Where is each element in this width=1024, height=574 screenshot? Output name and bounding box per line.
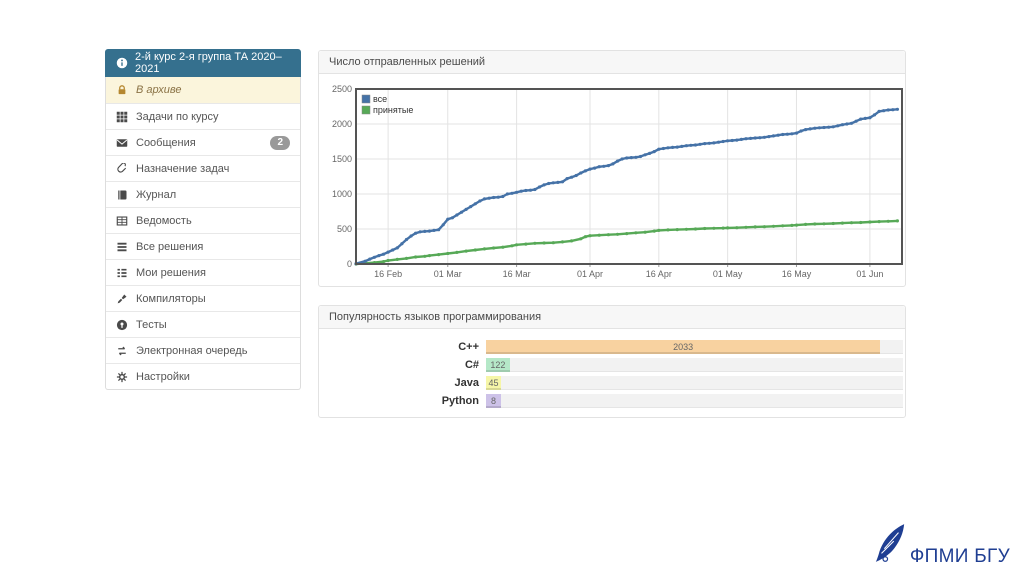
svg-text:16 Mar: 16 Mar [503,269,531,279]
course-sidebar: 2-й курс 2-я группа ТА 2020–2021 В архив… [105,49,301,390]
sidebar-menu: В архиве Задачи по курсу Сообщения 2 Назначе… [105,77,301,390]
sidebar-item-compilers[interactable]: Компиляторы [106,285,300,311]
logo-text: ФПМИ БГУ [909,546,1010,568]
svg-text:принятые: принятые [373,105,413,115]
plot-border [355,88,903,265]
series-line-accepted [354,219,900,266]
sidebar-item-label: Настройки [136,370,190,383]
sidebar-item-journal[interactable]: Журнал [106,181,300,207]
bar-value: 45 [486,376,501,390]
svg-text:01 Jun: 01 Jun [856,269,883,279]
exchange-icon [116,345,128,357]
bar-track: 45 [486,376,903,390]
languages-bar-chart: C++ 2033 C# 122 Java 45 Python 8 [319,329,905,417]
feather-icon [873,523,907,568]
sidebar-item-label: Мои решения [136,266,206,279]
sidebar-item-e-queue[interactable]: Электронная очередь [106,337,300,363]
marker-circle-icon [116,319,128,331]
chart-grid [356,88,902,264]
bar-track: 122 [486,358,903,372]
bar-category-label: C# [464,359,479,371]
bar-value: 2033 [486,340,881,354]
lock-icon [116,84,128,96]
list-alt-icon [116,267,128,279]
bar-row: C++ 2033 [319,340,905,354]
svg-text:2000: 2000 [332,119,352,129]
svg-text:1500: 1500 [332,154,352,164]
sidebar-item-label: Журнал [136,188,177,201]
course-group-header[interactable]: 2-й курс 2-я группа ТА 2020–2021 [105,49,301,77]
bar-value: 122 [486,358,510,372]
submissions-panel: Число отправленных решений 0 500 1000 1500 2… [318,50,906,287]
sidebar-item-settings[interactable]: Настройки [106,363,300,389]
content-area: Число отправленных решений 0 500 1000 1500 2… [318,50,906,436]
svg-text:01 Mar: 01 Mar [434,269,462,279]
bar-category-label: Python [441,395,479,407]
course-group-title: 2-й курс 2-я группа ТА 2020–2021 [135,51,282,75]
bar-row: C# 122 [319,358,905,372]
svg-text:2500: 2500 [332,84,352,94]
svg-text:01 Apr: 01 Apr [577,269,603,279]
y-axis-labels: 0 500 1000 1500 2000 2500 [332,84,352,269]
svg-text:16 Feb: 16 Feb [374,269,402,279]
sidebar-item-label: Ведомость [136,214,192,227]
sidebar-item-label: Электронная очередь [136,344,248,357]
unread-count-badge: 2 [270,135,290,150]
sidebar-item-messages[interactable]: Сообщения 2 [106,129,300,155]
table-icon [116,215,128,227]
sidebar-item-my-solutions[interactable]: Мои решения [106,259,300,285]
sidebar-item-archive[interactable]: В архиве [106,77,300,103]
sidebar-item-gradebook[interactable]: Ведомость [106,207,300,233]
gear-icon [116,371,128,383]
svg-text:16 May: 16 May [782,269,812,279]
svg-text:01 May: 01 May [713,269,743,279]
svg-text:16 Apr: 16 Apr [646,269,672,279]
languages-panel-title: Популярность языков программирования [319,306,905,329]
sidebar-item-label: В архиве [136,84,182,96]
sidebar-item-label: Задачи по курсу [136,110,219,123]
paperclip-icon [116,162,128,175]
bar-row: Java 45 [319,376,905,390]
fpmi-bsu-logo: ФПМИ БГУ [873,523,1010,568]
sidebar-item-all-solutions[interactable]: Все решения [106,233,300,259]
bar-category-label: C++ [458,341,479,353]
screwdriver-icon [116,293,128,305]
submissions-panel-body: 0 500 1000 1500 2000 2500 16 Feb 01 Mar 16 Mar 01… [319,74,905,286]
sidebar-item-label: Сообщения [136,136,196,149]
sidebar-item-tests[interactable]: Тесты [106,311,300,337]
book-icon [116,189,128,201]
sidebar-item-assign-tasks[interactable]: Назначение задач [106,155,300,181]
svg-text:0: 0 [347,259,352,269]
info-circle-icon [116,57,128,69]
envelope-icon [116,137,128,149]
svg-text:1000: 1000 [332,189,352,199]
bar-row: Python 8 [319,394,905,408]
submissions-line-chart: 0 500 1000 1500 2000 2500 16 Feb 01 Mar 16 Mar 01… [332,84,903,279]
svg-text:все: все [373,94,387,104]
x-axis-labels: 16 Feb 01 Mar 16 Mar 01 Apr 16 Apr 01 May 16 M… [374,264,883,279]
submissions-panel-title: Число отправленных решений [319,51,905,74]
svg-text:500: 500 [337,224,352,234]
list-icon [116,241,128,253]
sidebar-item-label: Назначение задач [136,162,230,175]
sidebar-item-label: Компиляторы [136,292,206,305]
sidebar-item-label: Тесты [136,318,167,331]
bar-track: 8 [486,394,903,408]
series-line-all [354,107,900,266]
bar-category-label: Java [454,377,479,389]
sidebar-item-course-tasks[interactable]: Задачи по курсу [106,103,300,129]
bar-value: 8 [486,394,501,408]
sidebar-item-label: Все решения [136,240,204,253]
grid-icon [116,111,128,123]
bar-track: 2033 [486,340,903,354]
languages-panel: Популярность языков программирования C++… [318,305,906,418]
